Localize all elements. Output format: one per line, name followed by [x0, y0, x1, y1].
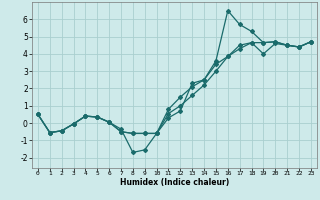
X-axis label: Humidex (Indice chaleur): Humidex (Indice chaleur) — [120, 178, 229, 187]
